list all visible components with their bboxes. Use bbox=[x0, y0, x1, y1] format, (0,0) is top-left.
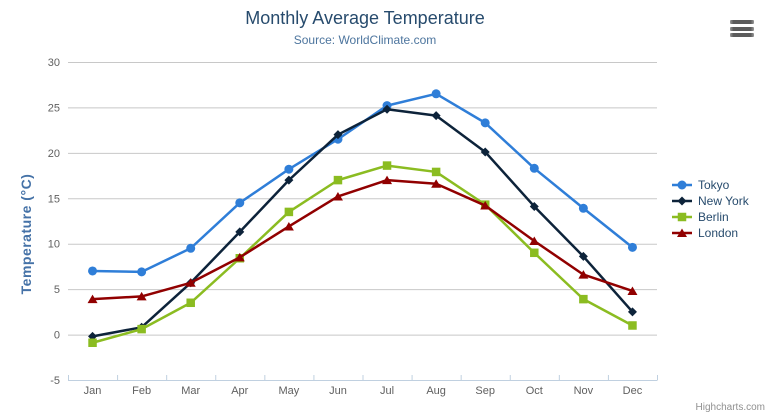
triangle-marker-icon bbox=[672, 228, 692, 238]
credits-link[interactable]: Highcharts.com bbox=[695, 402, 765, 413]
legend-label-london: London bbox=[698, 226, 739, 240]
series-marker-london[interactable] bbox=[283, 221, 294, 231]
x-axis-label: Dec bbox=[623, 385, 643, 397]
series-line-new-york[interactable] bbox=[91, 107, 634, 338]
chart-subtitle: Source: WorldClimate.com bbox=[293, 33, 437, 47]
series-line-tokyo[interactable] bbox=[91, 92, 634, 274]
series-marker-tokyo[interactable] bbox=[627, 242, 637, 252]
series-marker-tokyo[interactable] bbox=[480, 118, 490, 128]
series-marker-berlin[interactable] bbox=[284, 207, 294, 217]
legend-item-london[interactable]: London bbox=[671, 225, 749, 241]
legend-label-tokyo: Tokyo bbox=[698, 178, 730, 192]
series-marker-london[interactable] bbox=[431, 179, 442, 188]
export-menu-button[interactable] bbox=[730, 20, 754, 37]
series-marker-new-york[interactable] bbox=[382, 104, 392, 114]
series-marker-new-york[interactable] bbox=[578, 251, 588, 261]
y-axis-label: 25 bbox=[48, 102, 60, 114]
legend-item-berlin[interactable]: Berlin bbox=[671, 209, 749, 225]
x-axis-label: Feb bbox=[132, 385, 151, 397]
hamburger-bar bbox=[730, 26, 754, 31]
x-axis-label: Jun bbox=[329, 385, 347, 397]
y-axis-label: 15 bbox=[48, 193, 60, 205]
hamburger-bar bbox=[730, 20, 754, 24]
series-berlin[interactable] bbox=[88, 161, 637, 347]
x-axis-label: Jul bbox=[380, 385, 394, 397]
series-marker-berlin[interactable] bbox=[382, 161, 392, 170]
series-marker-london[interactable] bbox=[332, 191, 343, 201]
legend: Tokyo New York Berlin London bbox=[671, 177, 749, 241]
legend-marker-berlin[interactable] bbox=[677, 212, 687, 222]
series-marker-new-york[interactable] bbox=[480, 147, 490, 157]
y-axis-label: -5 bbox=[50, 375, 60, 387]
series-marker-tokyo[interactable] bbox=[431, 89, 441, 99]
x-axis-label: Nov bbox=[574, 385, 594, 397]
hamburger-bar bbox=[730, 33, 754, 37]
circle-marker-icon bbox=[672, 180, 692, 190]
series-marker-london[interactable] bbox=[234, 252, 245, 262]
x-axis-label: Apr bbox=[231, 385, 248, 397]
legend-item-tokyo[interactable]: Tokyo bbox=[671, 177, 749, 193]
series-new-york[interactable] bbox=[88, 104, 637, 341]
square-marker-icon bbox=[672, 212, 692, 222]
chart-title: Monthly Average Temperature bbox=[245, 8, 485, 28]
series-marker-berlin[interactable] bbox=[137, 324, 146, 334]
series-marker-tokyo[interactable] bbox=[529, 163, 539, 173]
diamond-marker-icon bbox=[672, 196, 692, 206]
y-axis-label: 10 bbox=[48, 239, 60, 251]
x-axis-label: Aug bbox=[426, 385, 446, 397]
series-marker-new-york[interactable] bbox=[431, 111, 441, 121]
legend-marker-london[interactable] bbox=[677, 228, 687, 238]
series-marker-london[interactable] bbox=[87, 294, 98, 304]
legend-marker-new-york[interactable] bbox=[677, 196, 687, 206]
series-marker-berlin[interactable] bbox=[628, 321, 637, 330]
series-marker-london[interactable] bbox=[382, 175, 393, 185]
series-marker-london[interactable] bbox=[136, 291, 147, 301]
series-marker-new-york[interactable] bbox=[627, 307, 637, 317]
series-marker-london[interactable] bbox=[529, 236, 540, 245]
series-marker-london[interactable] bbox=[480, 201, 491, 210]
series-marker-tokyo[interactable] bbox=[88, 266, 98, 276]
series-marker-berlin[interactable] bbox=[186, 298, 195, 308]
y-axis-label: 30 bbox=[48, 57, 60, 69]
series-london[interactable] bbox=[87, 175, 638, 304]
x-axis-label: Jan bbox=[84, 385, 102, 397]
series-line-london[interactable] bbox=[91, 178, 634, 301]
x-axis-label: Mar bbox=[181, 385, 200, 397]
series-marker-berlin[interactable] bbox=[579, 294, 588, 304]
series-marker-tokyo[interactable] bbox=[284, 164, 294, 174]
series-marker-berlin[interactable] bbox=[431, 167, 441, 177]
y-axis-label: 20 bbox=[48, 148, 60, 160]
series-marker-new-york[interactable] bbox=[284, 175, 294, 185]
legend-label-new-york: New York bbox=[698, 194, 749, 208]
series-marker-new-york[interactable] bbox=[235, 227, 245, 237]
series-marker-london[interactable] bbox=[627, 286, 638, 295]
legend-label-berlin: Berlin bbox=[698, 210, 729, 224]
series-marker-tokyo[interactable] bbox=[137, 267, 147, 277]
series-marker-new-york[interactable] bbox=[333, 130, 343, 140]
series-marker-berlin[interactable] bbox=[333, 175, 343, 185]
legend-item-new-york[interactable]: New York bbox=[671, 193, 749, 209]
series-marker-tokyo[interactable] bbox=[578, 203, 588, 213]
series-line-berlin[interactable] bbox=[91, 164, 634, 344]
x-axis-label: Oct bbox=[526, 385, 543, 397]
y-axis-label: 0 bbox=[54, 330, 60, 342]
y-axis-label: 5 bbox=[54, 284, 60, 296]
series-marker-tokyo[interactable] bbox=[235, 198, 245, 208]
series-marker-new-york[interactable] bbox=[529, 201, 539, 211]
series-marker-london[interactable] bbox=[185, 278, 196, 287]
x-axis-label: Sep bbox=[475, 385, 495, 397]
series-tokyo[interactable] bbox=[88, 89, 637, 277]
legend-marker-tokyo[interactable] bbox=[677, 180, 687, 190]
x-axis-label: May bbox=[278, 385, 299, 397]
series-marker-tokyo[interactable] bbox=[186, 243, 196, 253]
series-marker-berlin[interactable] bbox=[88, 338, 97, 347]
series-marker-berlin[interactable] bbox=[530, 248, 539, 258]
series-marker-london[interactable] bbox=[578, 270, 589, 279]
